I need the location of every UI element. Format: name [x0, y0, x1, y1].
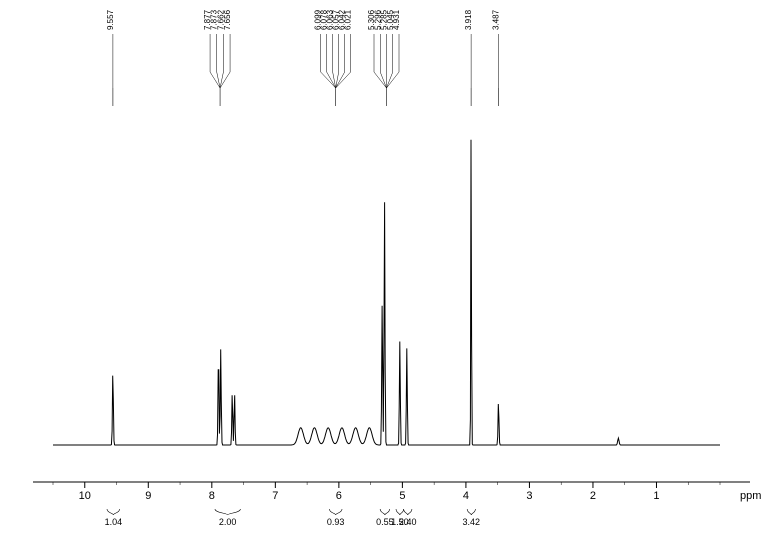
integration-value: 1.04 — [105, 517, 123, 527]
integration-bracket — [467, 509, 475, 515]
peak-ppm-label: 9.557 — [106, 9, 115, 30]
spectrum-trace — [53, 140, 720, 445]
x-tick-label: 8 — [209, 490, 215, 502]
integration-bracket — [404, 509, 412, 515]
peak-ppm-label: 6.021 — [344, 9, 353, 30]
x-tick-label: 1 — [653, 490, 659, 502]
peak-ppm-label: 3.918 — [464, 9, 473, 30]
x-tick-label: 9 — [145, 490, 151, 502]
integration-bracket — [329, 509, 342, 515]
integration-bracket — [107, 509, 120, 515]
x-tick-label: 2 — [590, 490, 596, 502]
x-tick-label: 5 — [399, 490, 405, 502]
peak-ppm-label: 7.656 — [223, 9, 232, 30]
integration-bracket — [396, 509, 404, 515]
peak-ppm-label: 4.931 — [392, 9, 401, 30]
x-tick-label: 7 — [272, 490, 278, 502]
x-tick-label: 10 — [79, 490, 91, 502]
nmr-spectrum-svg: 10987654321ppm1.042.000.930.551.502.403.… — [0, 0, 783, 559]
x-tick-label: 4 — [463, 490, 469, 502]
integration-value: 0.93 — [327, 517, 345, 527]
x-tick-label: 6 — [336, 490, 342, 502]
integration-bracket — [380, 509, 390, 515]
x-tick-label: 3 — [526, 490, 532, 502]
integration-value: 2.40 — [399, 517, 417, 527]
peak-ppm-label: 3.487 — [491, 9, 500, 30]
integration-value: 2.00 — [219, 517, 237, 527]
x-unit-label: ppm — [740, 490, 761, 502]
integration-value: 3.42 — [463, 517, 481, 527]
integration-bracket — [215, 509, 240, 515]
